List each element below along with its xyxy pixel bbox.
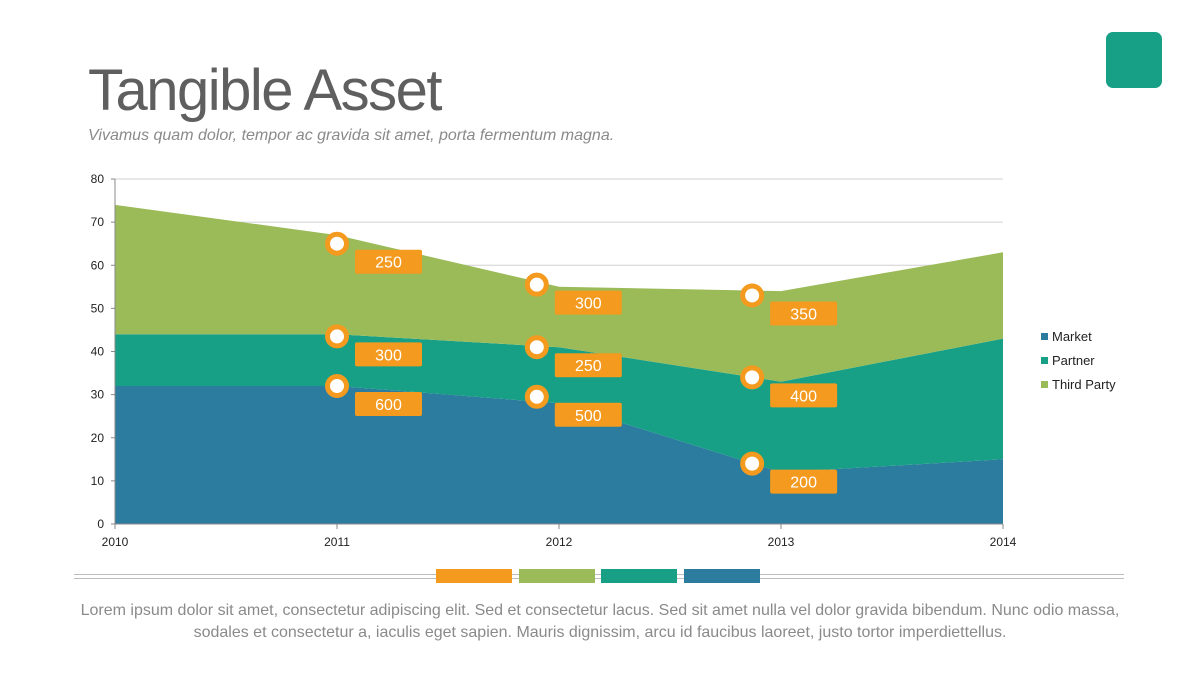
annotation-label: 350 (790, 306, 817, 323)
chart-legend: Market Partner Third Party (1041, 329, 1116, 392)
color-swatch-green (519, 569, 595, 583)
legend-label: Third Party (1052, 377, 1116, 392)
footer-text: Lorem ipsum dolor sit amet, consectetur … (80, 602, 1120, 641)
legend-swatch (1041, 333, 1048, 340)
y-tick-label: 40 (91, 345, 105, 359)
divider-line-bottom (74, 578, 1124, 579)
legend-label: Market (1052, 329, 1092, 344)
x-tick-label: 2012 (546, 535, 573, 549)
annotation-label: 500 (575, 408, 602, 425)
annotation-badge (770, 383, 838, 408)
annotation-marker (740, 365, 765, 390)
x-tick-label: 2013 (768, 535, 795, 549)
annotation-badge (355, 392, 422, 416)
page-subtitle: Vivamus quam dolor, tempor ac gravida si… (88, 127, 615, 144)
annotation-badge (770, 469, 838, 494)
annotation-marker (524, 335, 549, 360)
annotation-label: 250 (575, 358, 602, 375)
annotation-badge (355, 342, 422, 367)
y-tick-label: 70 (91, 215, 105, 229)
y-tick-label: 50 (91, 301, 105, 315)
annotation-label: 600 (375, 397, 402, 414)
color-swatch-teal (601, 569, 677, 583)
chart-annotations: 250 300 600 300 250 500 350 400 200 (325, 231, 838, 494)
annotation-marker (325, 231, 349, 256)
chart-axes: 0 10 20 30 40 50 60 70 80 2010 2011 2012 2013 2014 (91, 172, 1017, 549)
page-title: Tangible Asset (88, 58, 443, 123)
legend-label: Partner (1052, 353, 1095, 368)
annotation-label: 300 (575, 296, 602, 313)
y-tick-label: 0 (97, 517, 104, 531)
annotation-marker (740, 451, 765, 476)
corner-accent-square (1106, 32, 1162, 88)
y-tick-label: 20 (91, 431, 105, 445)
color-swatch-blue (684, 569, 760, 583)
annotation-marker (325, 324, 349, 349)
annotation-label: 200 (790, 475, 817, 492)
y-tick-label: 10 (91, 474, 105, 488)
x-tick-label: 2011 (324, 535, 350, 549)
legend-swatch (1041, 357, 1048, 364)
annotation-badge (554, 353, 622, 378)
legend-swatch (1041, 381, 1048, 388)
y-tick-label: 80 (91, 172, 105, 186)
annotation-label: 400 (790, 388, 817, 405)
annotation-badge (554, 402, 622, 427)
y-tick-label: 30 (91, 388, 105, 402)
color-swatch-orange (436, 569, 512, 583)
y-tick-label: 60 (91, 258, 105, 272)
annotation-marker (740, 283, 765, 308)
divider-line-top (74, 574, 1124, 575)
annotation-badge (355, 249, 422, 274)
annotation-marker (524, 384, 549, 409)
annotation-label: 250 (375, 255, 402, 272)
x-tick-label: 2014 (990, 535, 1017, 549)
annotation-label: 300 (375, 347, 402, 364)
annotation-badge (554, 290, 622, 315)
x-tick-label: 2010 (102, 535, 129, 549)
stacked-area-chart: 0 10 20 30 40 50 60 70 80 2010 2011 2012 2013 2014 25… (91, 172, 1116, 549)
annotation-marker (524, 272, 549, 297)
annotation-badge (770, 301, 838, 326)
annotation-marker (325, 374, 349, 398)
